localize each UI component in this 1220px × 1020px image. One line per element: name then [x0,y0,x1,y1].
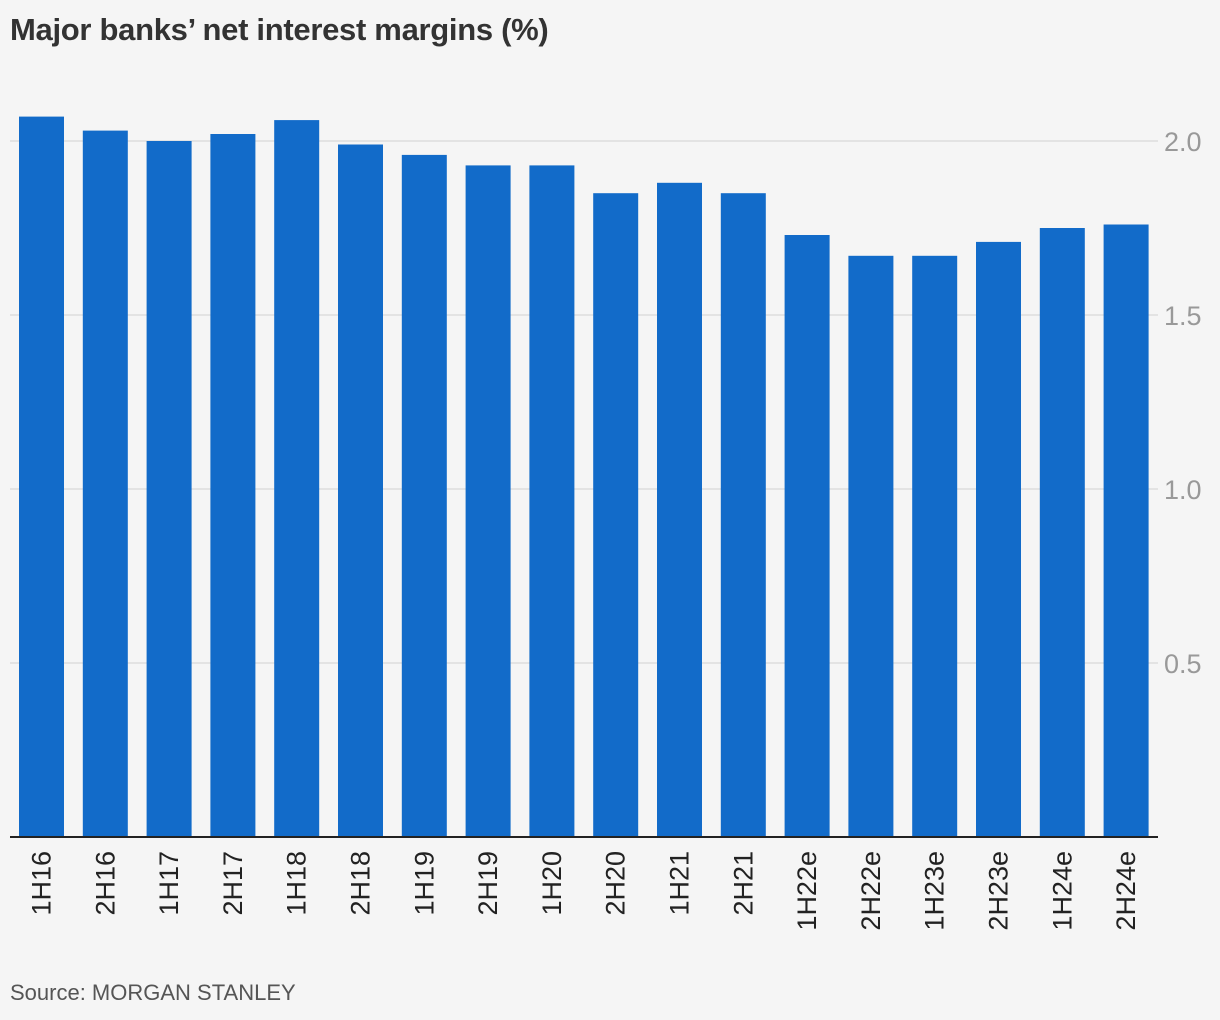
y-tick-label: 1.0 [1164,475,1202,505]
bar-2H16 [82,130,128,838]
x-tick-label: 2H24e [1111,851,1141,931]
bar-2H23e [976,241,1021,837]
x-tick-label: 1H17 [154,851,184,916]
x-tick-label: 2H21 [728,851,758,916]
x-tick-label: 2H23e [984,851,1014,931]
bar-2H19 [465,165,511,837]
x-tick-label: 2H16 [90,851,120,916]
x-tick-label: 1H21 [665,851,695,916]
bar-1H17 [146,141,192,837]
bar-2H17 [210,134,256,837]
chart-title: Major banks’ net interest margins (%) [10,12,549,47]
bar-1H22e [784,235,830,837]
x-tick-label: 2H19 [473,851,503,916]
bar-1H16 [19,116,64,838]
x-tick-label: 1H18 [282,851,312,916]
x-tick-label: 1H19 [409,851,439,916]
x-tick-label: 1H24e [1047,851,1077,931]
x-axis-labels: 1H16 2H16 1H17 2H17 1H18 2H18 1H19 2H19 1H20 2H20… [27,851,1142,931]
bar-1H23e [912,255,958,838]
x-tick-label: 1H16 [27,851,57,916]
bar-2H21 [720,193,766,837]
y-tick-label: 0.5 [1164,649,1202,679]
y-tick-label: 2.0 [1164,127,1202,157]
x-tick-label: 2H18 [346,851,376,916]
source-note: Source: MORGAN STANLEY [10,980,296,1005]
bar-1H18 [274,120,320,838]
bar-2H18 [338,144,383,837]
bar-2H20 [593,193,639,837]
x-tick-label: 2H20 [601,851,631,916]
bar-1H20 [529,165,575,837]
x-tick-label: 1H20 [537,851,567,916]
x-tick-label: 1H23e [920,851,950,931]
bar-1H19 [401,154,447,837]
x-tick-label: 2H22e [856,851,886,931]
x-tick-label: 1H22e [792,851,822,931]
bar-2H24e [1103,224,1149,837]
x-tick-label: 2H17 [218,851,248,916]
bar-2H22e [848,255,894,838]
y-axis-ticks: 0.5 1.0 1.5 2.0 [1164,127,1202,679]
y-tick-label: 1.5 [1164,301,1202,331]
bar-1H21 [657,182,702,838]
bar-1H24e [1039,228,1085,837]
bars [19,116,1149,838]
gridlines [10,140,1158,664]
